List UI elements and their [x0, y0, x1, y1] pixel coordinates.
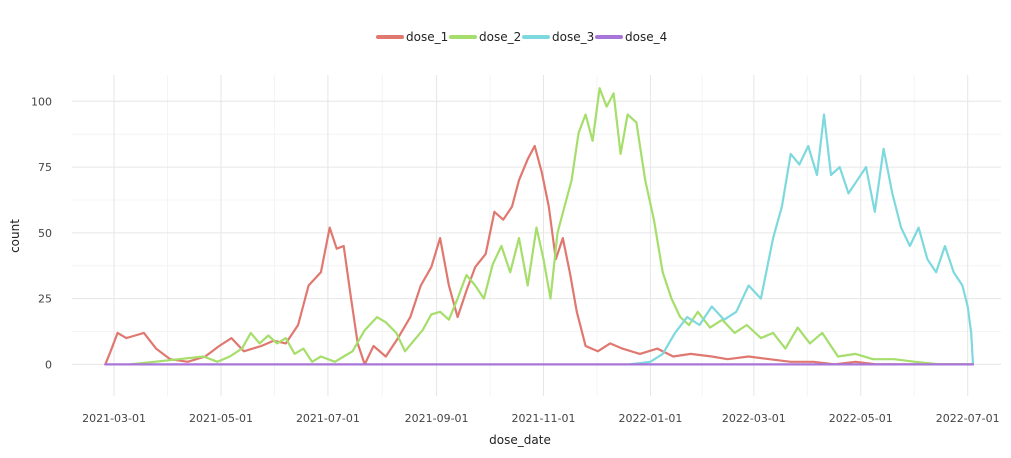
y-axis-title: count	[8, 219, 22, 253]
x-tick-label: 2021-07-01	[296, 412, 360, 425]
series-layer	[104, 87, 975, 366]
series-line-dose-2	[128, 87, 975, 366]
legend-entry-dose-4: dose_4	[595, 30, 667, 44]
legend-entry-dose-2: dose_2	[449, 30, 521, 44]
y-tick-label: 50	[38, 227, 52, 240]
y-tick-label: 25	[38, 293, 52, 306]
x-tick-label: 2021-03-01	[82, 412, 146, 425]
legend-entry-dose-3: dose_3	[522, 30, 594, 44]
grid	[72, 75, 1001, 396]
legend-label-dose-3: dose_3	[552, 30, 594, 44]
y-tick-label: 100	[31, 95, 52, 108]
x-axis-title: dose_date	[489, 433, 551, 447]
x-tick-label: 2022-05-01	[829, 412, 893, 425]
x-tick-label: 2022-03-01	[722, 412, 786, 425]
legend-label-dose-4: dose_4	[625, 30, 667, 44]
legend-label-dose-1: dose_1	[406, 30, 448, 44]
x-tick-label: 2021-11-01	[512, 412, 576, 425]
legend-label-dose-2: dose_2	[479, 30, 521, 44]
x-tick-label: 2022-07-01	[936, 412, 1000, 425]
x-tick-label: 2021-05-01	[189, 412, 253, 425]
x-tick-label: 2021-09-01	[405, 412, 469, 425]
x-tick-label: 2022-01-01	[618, 412, 682, 425]
y-axis: 0 25 50 75 100	[31, 95, 52, 371]
legend-entry-dose-1: dose_1	[376, 30, 448, 44]
x-axis: 2021-03-01 2021-05-01 2021-07-01 2021-09-01…	[82, 412, 1000, 425]
series-line-dose-3	[628, 113, 975, 366]
legend: dose_1 dose_2 dose_3 dose_4	[376, 30, 667, 44]
y-tick-label: 75	[38, 161, 52, 174]
y-tick-label: 0	[45, 358, 52, 371]
